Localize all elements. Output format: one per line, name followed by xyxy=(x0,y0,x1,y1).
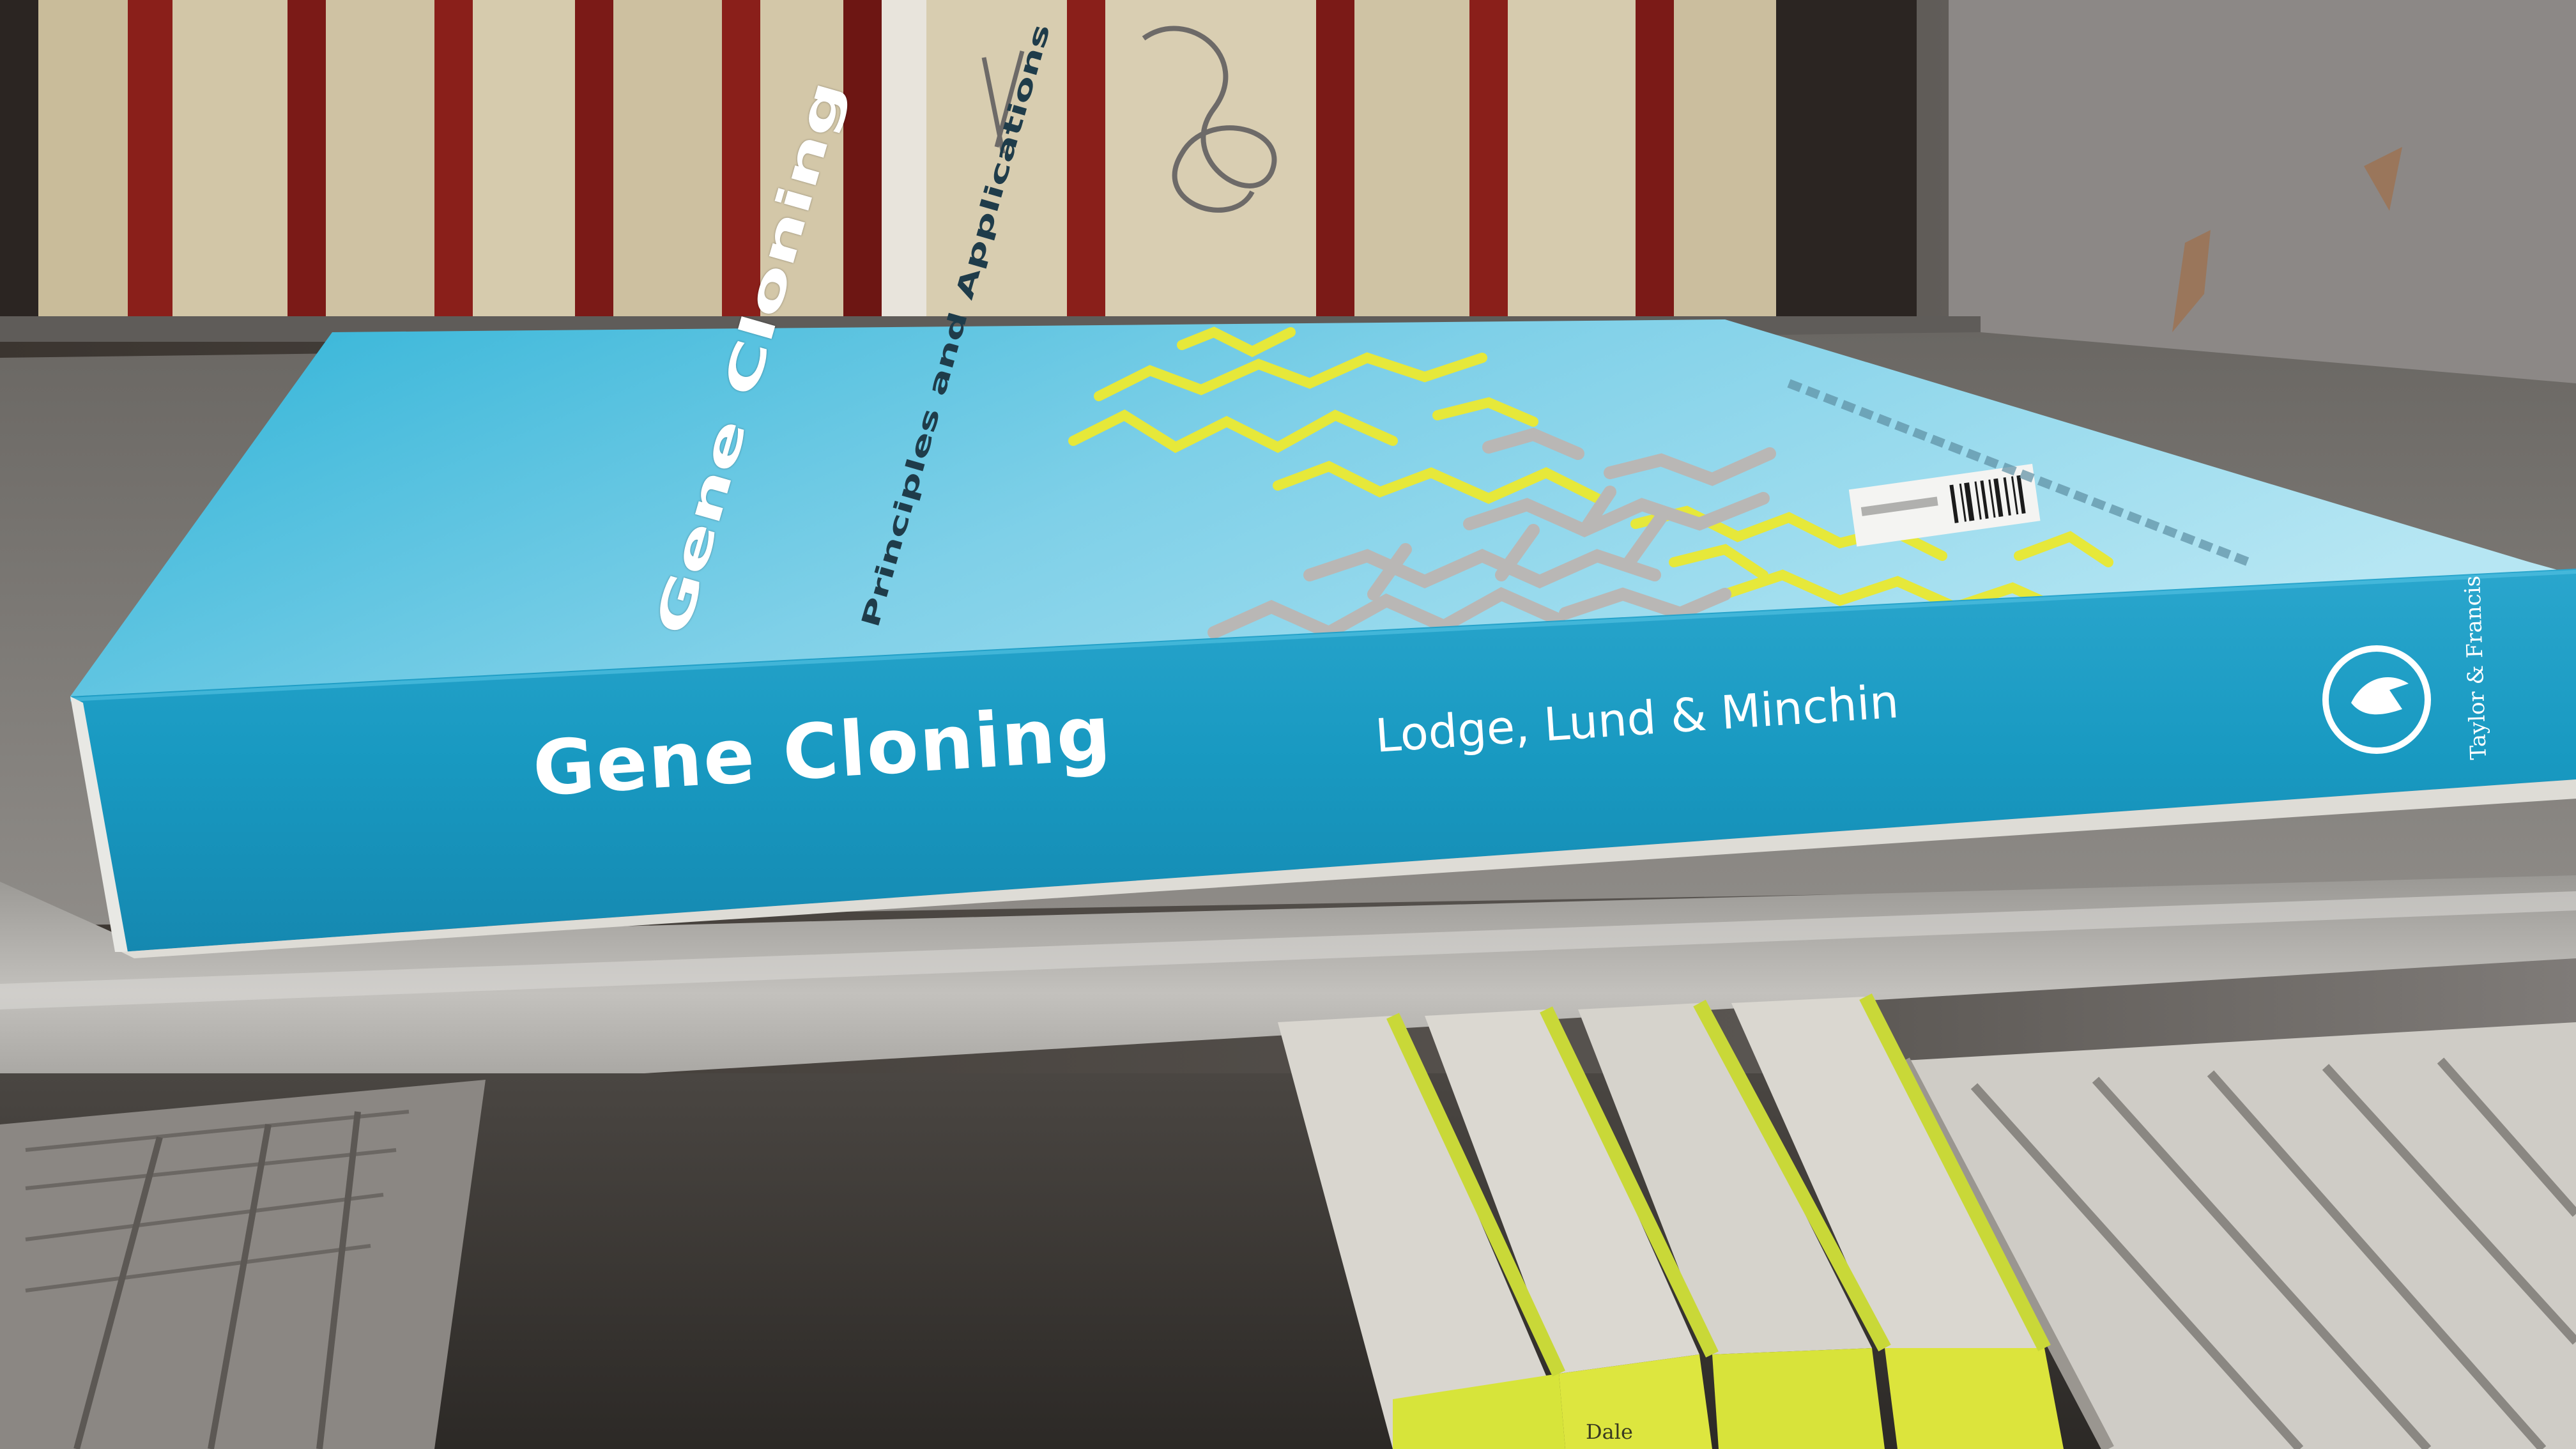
bird-logo-icon xyxy=(2322,645,2431,754)
lower-shelf-yellow-books xyxy=(1278,993,2064,1449)
rust-stain xyxy=(2172,147,2402,332)
book-spine xyxy=(70,569,2576,952)
molecule-illustration xyxy=(1068,326,2113,640)
shelf-front-highlight xyxy=(0,891,2576,1009)
lower-book-label: Dale xyxy=(1586,1420,1633,1444)
lower-shelf-paper-stacks xyxy=(0,1022,2576,1449)
book-pages-bottom xyxy=(121,779,2576,958)
upper-shelf-books xyxy=(0,0,1917,332)
barcode-icon xyxy=(1848,464,2041,547)
cover-small-text-line xyxy=(1787,379,2251,567)
book-spine-left-edge xyxy=(70,696,128,952)
book-spine-top-crease xyxy=(70,570,2576,702)
